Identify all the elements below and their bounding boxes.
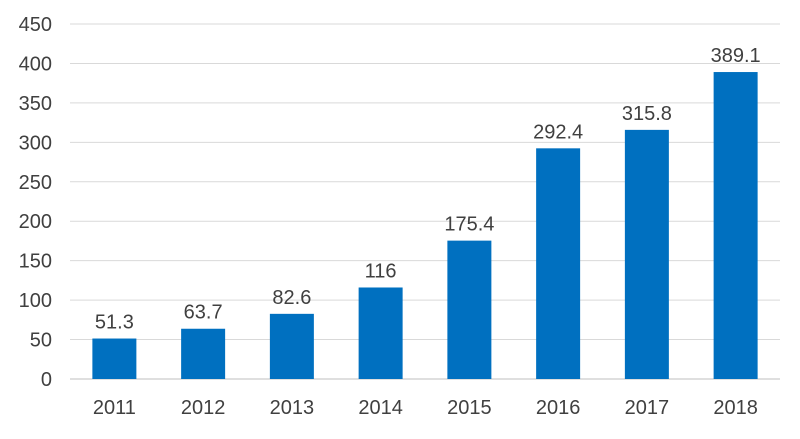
x-tick-label: 2018 <box>713 397 758 419</box>
y-tick-label: 250 <box>19 172 52 194</box>
x-tick-label: 2015 <box>447 397 492 419</box>
bar-2012 <box>181 328 226 379</box>
x-tick-label: 2014 <box>358 397 403 419</box>
data-label: 389.1 <box>711 45 761 67</box>
y-tick-label: 400 <box>19 53 52 75</box>
bar-2014 <box>358 287 403 379</box>
bar-2016 <box>536 148 581 379</box>
y-tick-label: 0 <box>41 369 52 391</box>
bar-2013 <box>269 313 314 379</box>
bar-2011 <box>92 338 137 379</box>
y-tick-label: 200 <box>19 211 52 233</box>
data-labels: 51.3 63.7 82.6 116 175.4 292.4 315.8 389.1 <box>95 45 761 333</box>
data-label: 63.7 <box>184 302 223 324</box>
data-label: 116 <box>365 260 397 282</box>
x-tick-label: 2016 <box>536 397 581 419</box>
y-tick-label: 50 <box>30 330 52 352</box>
y-tick-label: 450 <box>19 14 52 36</box>
bar-2015 <box>447 240 492 379</box>
y-tick-label: 350 <box>19 93 52 115</box>
x-tick-label: 2012 <box>181 397 226 419</box>
y-axis-ticks: 0 50 100 150 200 250 300 350 400 450 <box>19 14 52 391</box>
x-axis-ticks: 2011 2012 2013 2014 2015 2016 2017 2018 <box>93 397 758 419</box>
data-label: 82.6 <box>272 287 311 309</box>
data-label: 51.3 <box>95 312 134 334</box>
x-tick-label: 2017 <box>625 397 670 419</box>
y-tick-label: 100 <box>19 290 52 312</box>
gridlines <box>70 23 780 380</box>
bars <box>92 72 758 379</box>
bar-2018 <box>713 72 758 379</box>
y-tick-label: 150 <box>19 251 52 273</box>
data-label: 315.8 <box>622 103 672 125</box>
x-tick-label: 2013 <box>270 397 315 419</box>
data-label: 175.4 <box>444 214 494 236</box>
data-label: 292.4 <box>533 121 583 143</box>
bar-2017 <box>624 129 669 379</box>
x-tick-label: 2011 <box>93 397 136 419</box>
y-tick-label: 300 <box>19 132 52 154</box>
